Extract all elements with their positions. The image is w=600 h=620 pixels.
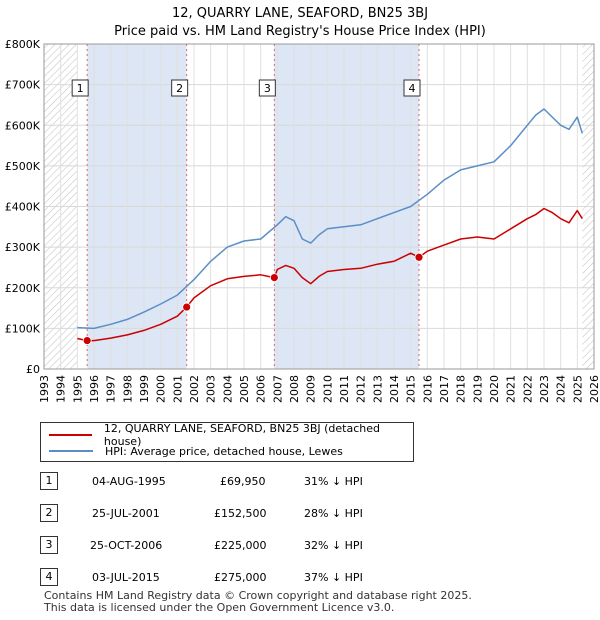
sale-hpi-diff: 28% ↓ HPI bbox=[304, 507, 363, 520]
sale-number-badge: 2 bbox=[40, 504, 58, 522]
price-chart: £0 £100K £200K £300K £400K £500K £600K £700K £80… bbox=[5, 38, 600, 403]
sale-hpi-diff: 37% ↓ HPI bbox=[304, 571, 363, 584]
legend-swatch-hpi bbox=[49, 450, 93, 452]
x-tick-label: 1997 bbox=[105, 375, 118, 403]
legend-item-hpi: HPI: Average price, detached house, Lewe… bbox=[49, 443, 343, 459]
x-tick-label: 2014 bbox=[388, 375, 401, 403]
chart-subtitle: Price paid vs. HM Land Registry's House … bbox=[114, 24, 486, 39]
x-tick-label: 2024 bbox=[555, 375, 568, 403]
x-tick-label: 2022 bbox=[521, 375, 534, 403]
sale-price: £69,950 bbox=[220, 475, 266, 488]
sale-marker-badge bbox=[403, 79, 421, 97]
sale-marker-label: 1 bbox=[77, 82, 84, 95]
sale-number-badge: 1 bbox=[40, 472, 58, 490]
footer: Contains HM Land Registry data © Crown c… bbox=[44, 590, 472, 614]
sale-hpi-diff: 31% ↓ HPI bbox=[304, 475, 363, 488]
legend: 12, QUARRY LANE, SEAFORD, BN25 3BJ (deta… bbox=[40, 422, 414, 462]
sale-row: 3 25-OCT-2006 £225,000 32% ↓ HPI bbox=[40, 536, 480, 554]
legend-swatch-property bbox=[49, 434, 92, 436]
x-tick-label: 2012 bbox=[355, 375, 368, 403]
x-tick-label: 1998 bbox=[121, 375, 134, 403]
x-tick-label: 2008 bbox=[288, 375, 301, 403]
y-tick-label: £800K bbox=[5, 38, 41, 51]
y-tick-label: £0 bbox=[26, 363, 40, 376]
x-tick-label: 2019 bbox=[471, 375, 484, 403]
x-tick-label: 2001 bbox=[171, 375, 184, 403]
footer-licence: This data is licensed under the Open Gov… bbox=[44, 601, 395, 614]
x-tick-label: 2026 bbox=[588, 375, 600, 403]
x-tick-label: 2005 bbox=[238, 375, 251, 403]
sale-marker-label: 3 bbox=[264, 82, 271, 95]
x-tick-label: 1994 bbox=[55, 375, 68, 403]
sale-number-badge: 4 bbox=[40, 568, 58, 586]
sale-point bbox=[182, 302, 192, 312]
x-tick-label: 2021 bbox=[505, 375, 518, 403]
legend-item-property: 12, QUARRY LANE, SEAFORD, BN25 3BJ (deta… bbox=[49, 422, 413, 448]
property-series-line bbox=[77, 207, 583, 342]
x-tick-label: 2016 bbox=[421, 375, 434, 403]
x-tick-label: 2004 bbox=[221, 375, 234, 403]
chart-title: 12, QUARRY LANE, SEAFORD, BN25 3BJ bbox=[171, 6, 429, 21]
x-tick-label: 1996 bbox=[88, 375, 101, 403]
legend-label-hpi: HPI: Average price, detached house, Lewe… bbox=[105, 444, 343, 458]
sale-hpi-diff: 32% ↓ HPI bbox=[304, 539, 363, 552]
x-tick-label: 2011 bbox=[338, 375, 351, 403]
y-tick-label: £200K bbox=[5, 282, 41, 295]
y-tick-label: £500K bbox=[5, 160, 41, 173]
x-tick-label: 2000 bbox=[155, 375, 168, 403]
sale-row: 1 04-AUG-1995 £69,950 31% ↓ HPI bbox=[40, 472, 480, 490]
y-tick-label: £400K bbox=[5, 201, 41, 214]
x-tick-label: 2002 bbox=[188, 375, 201, 403]
sale-marker-label: 4 bbox=[409, 82, 416, 95]
sale-marker-badge bbox=[171, 79, 189, 97]
legend-label-property: 12, QUARRY LANE, SEAFORD, BN25 3BJ (deta… bbox=[103, 422, 380, 448]
y-tick-label: £100K bbox=[5, 322, 41, 335]
sale-point bbox=[82, 336, 92, 345]
sale-marker-badge bbox=[258, 79, 276, 97]
sale-price: £275,000 bbox=[214, 571, 267, 584]
x-tick-label: 2018 bbox=[455, 375, 468, 403]
x-tick-label: 2006 bbox=[255, 375, 268, 403]
x-tick-label: 2023 bbox=[538, 375, 551, 403]
sale-price: £225,000 bbox=[214, 539, 267, 552]
y-tick-label: £600K bbox=[5, 119, 41, 132]
sale-date: 03-JUL-2015 bbox=[92, 571, 160, 584]
x-tick-label: 2015 bbox=[405, 375, 418, 403]
sale-marker-label: 2 bbox=[176, 82, 183, 95]
sale-point bbox=[269, 273, 279, 282]
x-tick-label: 2017 bbox=[438, 375, 451, 403]
sale-date: 04-AUG-1995 bbox=[92, 475, 166, 488]
sale-date: 25-JUL-2001 bbox=[92, 507, 160, 520]
sale-marker-badge bbox=[71, 79, 89, 97]
sale-date: 25-OCT-2006 bbox=[90, 539, 163, 552]
x-tick-label: 2020 bbox=[488, 375, 501, 403]
sale-number-badge: 3 bbox=[40, 536, 58, 554]
x-tick-label: 2025 bbox=[571, 375, 584, 403]
x-tick-label: 2010 bbox=[321, 375, 334, 403]
footer-copyright: Contains HM Land Registry data © Crown c… bbox=[44, 589, 472, 602]
x-tick-label: 1993 bbox=[38, 375, 51, 403]
y-tick-label: £700K bbox=[5, 79, 41, 92]
sale-point bbox=[414, 252, 424, 262]
x-tick-label: 1999 bbox=[138, 375, 151, 403]
x-tick-label: 2013 bbox=[371, 375, 384, 403]
hpi-series-line bbox=[77, 108, 584, 330]
x-tick-label: 2007 bbox=[271, 375, 284, 403]
sale-row: 2 25-JUL-2001 £152,500 28% ↓ HPI bbox=[40, 504, 480, 522]
y-tick-label: £300K bbox=[5, 241, 41, 254]
x-tick-label: 2009 bbox=[305, 375, 318, 403]
x-tick-label: 1995 bbox=[71, 375, 84, 403]
plot-frame bbox=[43, 43, 595, 370]
x-tick-label: 2003 bbox=[205, 375, 218, 403]
sale-price: £152,500 bbox=[214, 507, 267, 520]
sale-row: 4 03-JUL-2015 £275,000 37% ↓ HPI bbox=[40, 568, 480, 586]
